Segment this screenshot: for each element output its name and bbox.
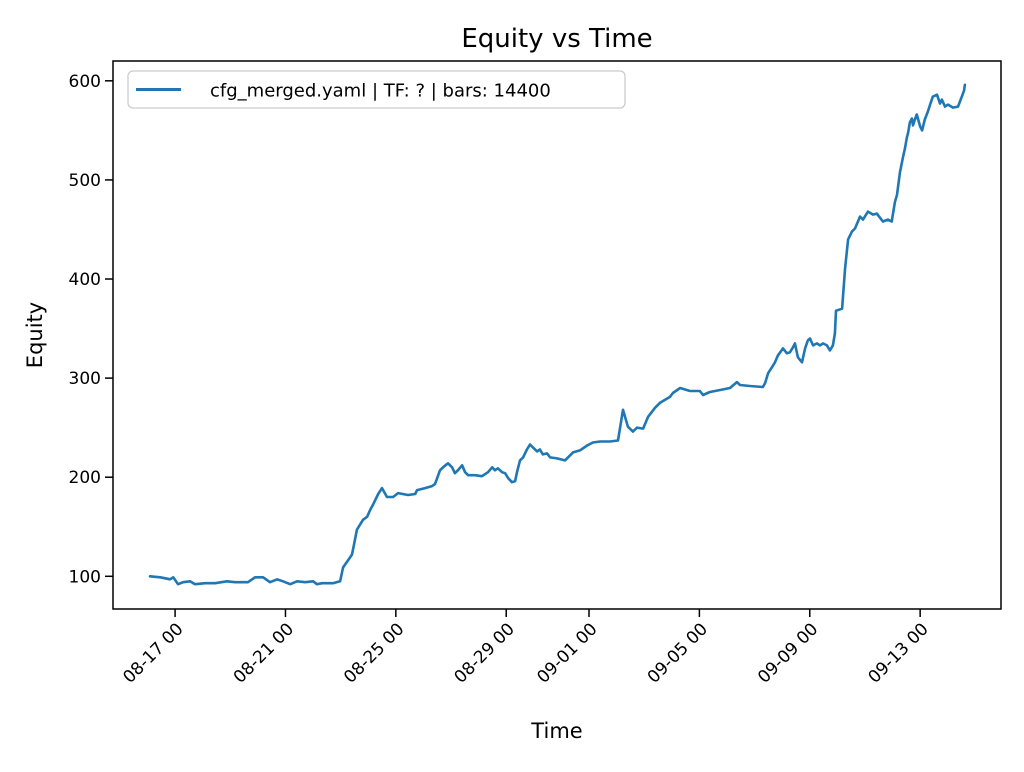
equity-line [148,83,967,586]
y-tick-label: 100 [69,567,101,587]
x-axis-label: Time [530,719,582,743]
chart-title: Equity vs Time [461,24,652,54]
legend: cfg_merged.yaml | TF: ? | bars: 14400 [127,70,626,109]
x-tick-label: 08-25 00 [340,619,408,687]
x-tick-label: 08-21 00 [230,619,298,687]
equity-line-series [148,83,967,586]
y-tick-label: 200 [69,468,101,488]
y-axis-ticks: 100 200 300 400 500 600 [69,72,113,587]
x-tick-label: 08-17 00 [119,619,187,687]
x-tick-label: 09-05 00 [644,619,712,687]
legend-entry-label: cfg_merged.yaml | TF: ? | bars: 14400 [210,81,551,102]
y-tick-label: 500 [69,171,101,191]
y-tick-label: 600 [69,72,101,92]
x-tick-label: 09-13 00 [864,619,932,687]
x-tick-label: 09-01 00 [533,619,601,687]
y-tick-label: 400 [69,270,101,290]
y-tick-label: 300 [69,369,101,389]
x-axis-ticks: 08-17 00 08-21 00 08-25 00 08-29 00 09-01 00… [119,609,933,688]
plot-area [112,60,1002,610]
legend-box [127,70,626,109]
y-axis-label: Equity [23,302,47,368]
x-tick-label: 09-09 00 [754,619,822,687]
x-tick-label: 08-29 00 [451,619,519,687]
